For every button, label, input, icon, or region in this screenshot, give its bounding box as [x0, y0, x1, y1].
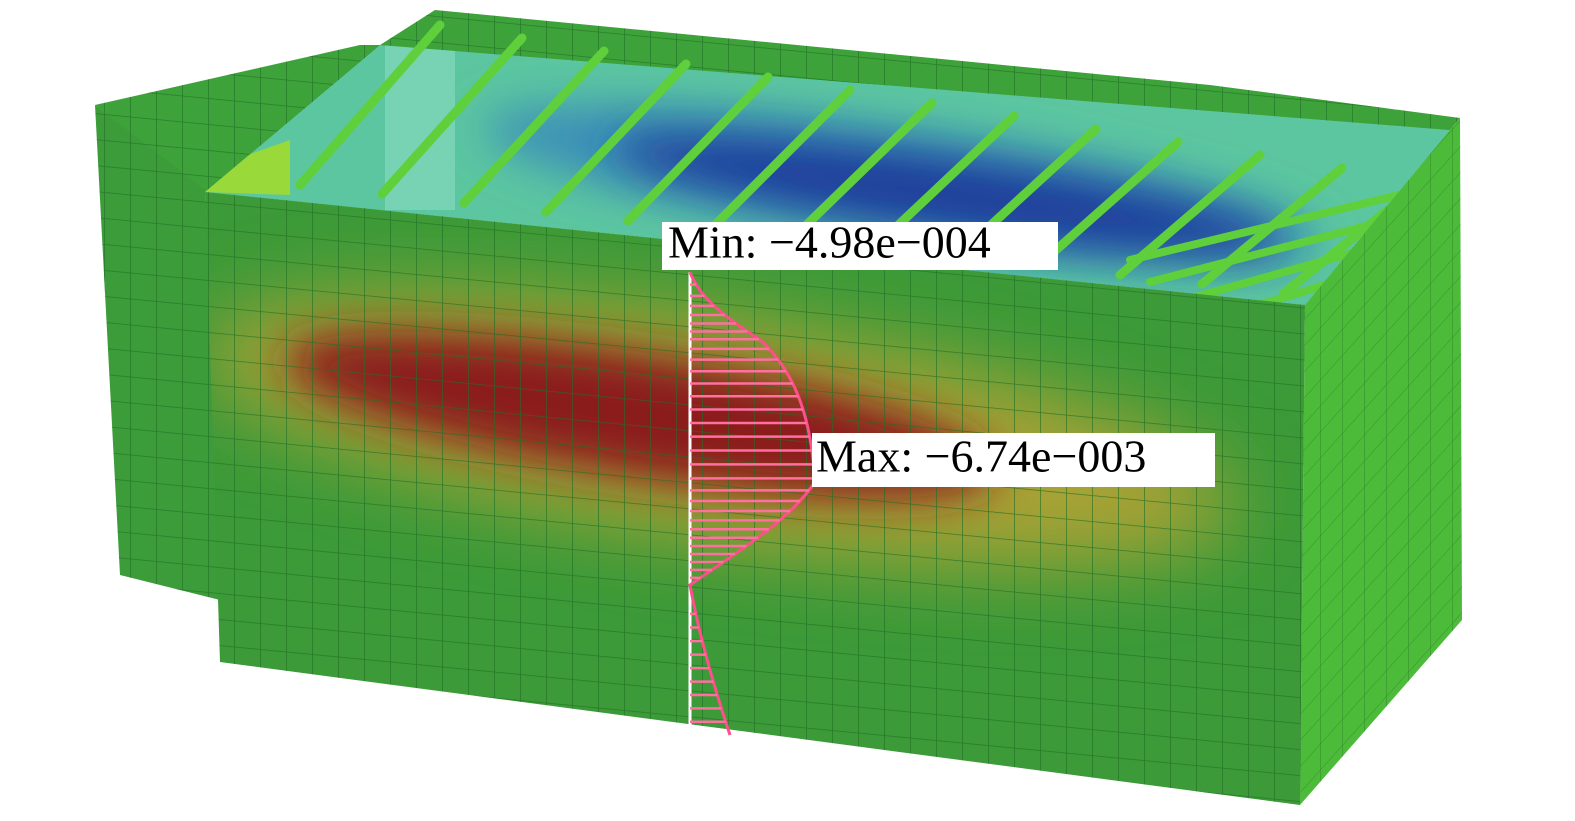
strut: [541, 59, 691, 217]
max-label-box: [812, 433, 1215, 487]
top-opening: [205, 45, 1450, 305]
min-label-box: [662, 222, 1058, 270]
min-label: Min: −4.98e−004: [668, 217, 991, 268]
strut: [377, 33, 527, 199]
strut: [459, 46, 609, 208]
strut: [1126, 186, 1424, 264]
left-block-mesh: [95, 105, 220, 600]
strut: [787, 98, 937, 244]
max-label: Max: −6.74e−003: [816, 431, 1146, 482]
strut: [295, 20, 445, 190]
strut: [623, 72, 773, 226]
strut: [705, 85, 855, 235]
strut: [1033, 137, 1183, 271]
right-face-mesh: [1300, 118, 1462, 805]
